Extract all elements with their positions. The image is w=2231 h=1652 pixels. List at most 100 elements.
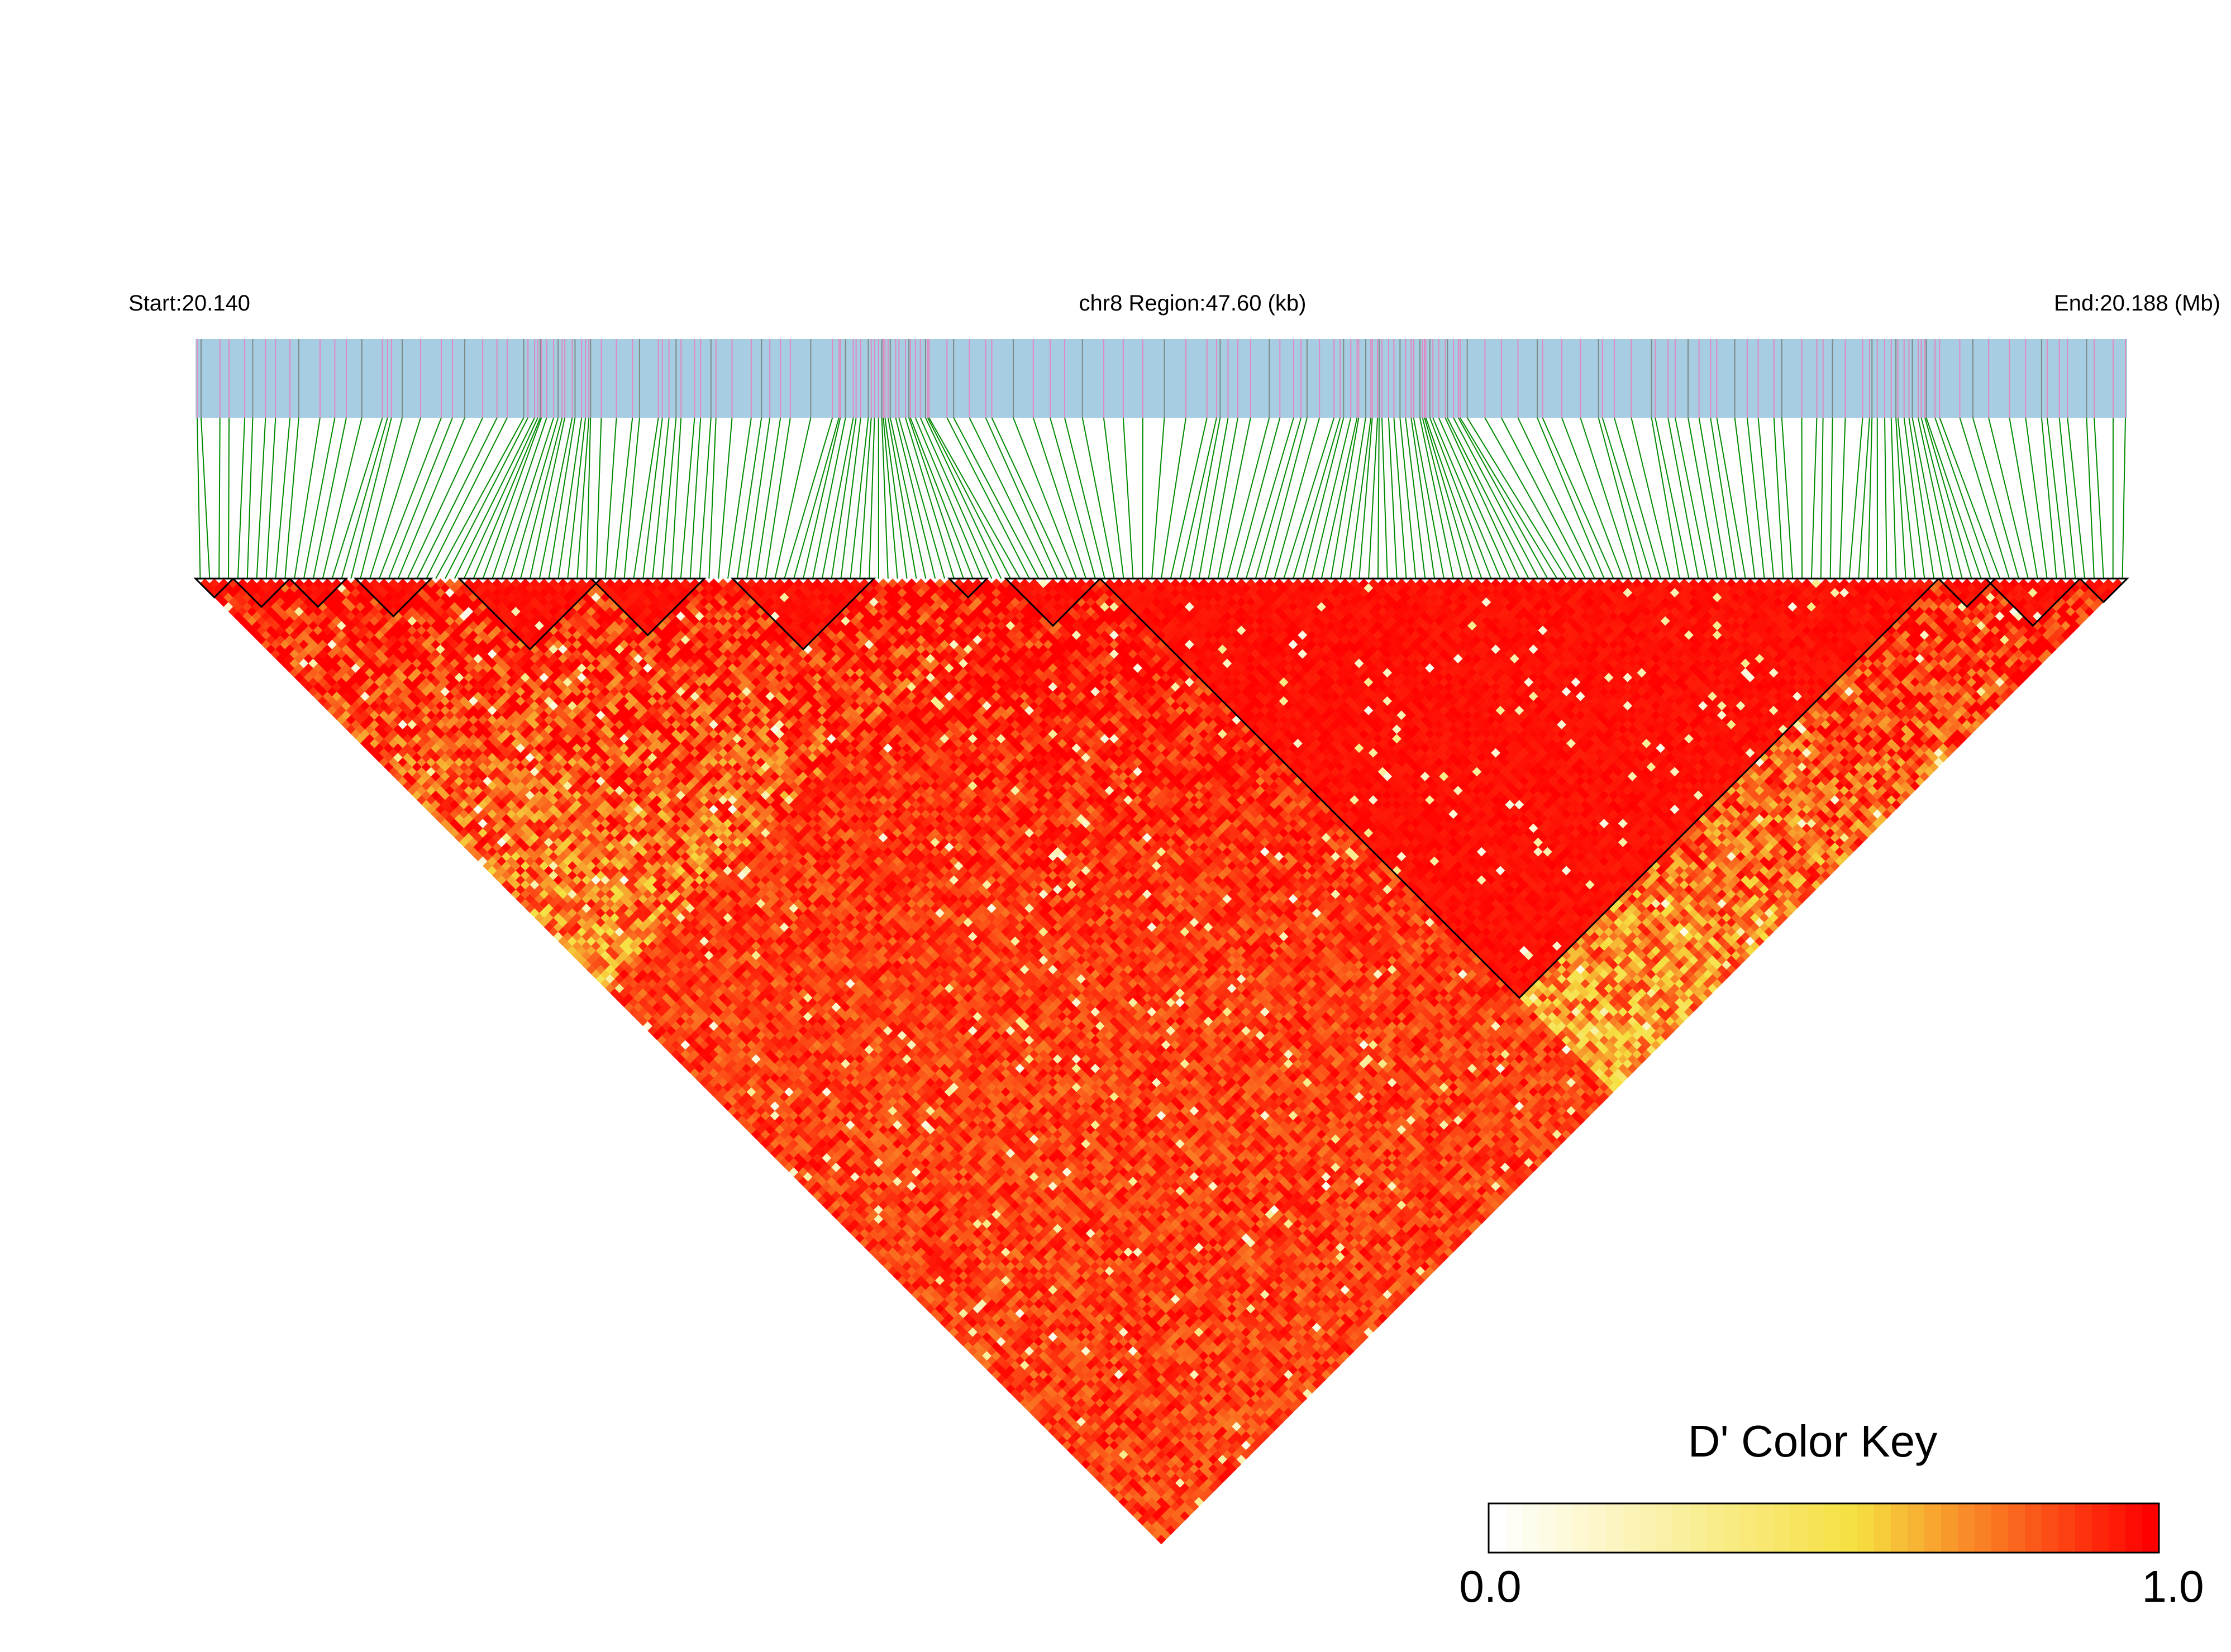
snp-connector-line — [1960, 418, 2010, 579]
snp-connector-line — [1885, 418, 1887, 579]
snp-connector-line — [775, 418, 811, 579]
snp-connector-line — [445, 418, 528, 579]
snp-connector-line — [257, 418, 266, 579]
snp-connector-line — [1152, 418, 1164, 579]
snp-connector-line — [1378, 418, 1379, 579]
snp-connector-line — [1237, 418, 1280, 579]
snp-connector-line — [285, 418, 299, 579]
snp-connector-line — [1123, 418, 1133, 579]
snp-connector-line — [929, 418, 1020, 579]
snp-connector-line — [1104, 418, 1124, 579]
snp-connector-line — [1426, 418, 1482, 579]
snp-connector-line — [2094, 418, 2104, 579]
snp-connector-line — [436, 418, 523, 579]
snp-connector-line — [1013, 418, 1076, 579]
snp-connector-line — [909, 418, 964, 579]
snp-connector-line — [1580, 418, 1632, 579]
snp-connector-line — [718, 418, 732, 579]
snp-connector-line — [766, 418, 790, 579]
snp-connector-line — [1161, 418, 1186, 579]
snp-connector-line — [1171, 418, 1207, 579]
snp-connector-line — [502, 418, 554, 579]
snp-connector-line — [1256, 418, 1301, 579]
region-start-label: Start:20.140 — [128, 291, 250, 316]
snp-connector-line — [1774, 418, 1784, 579]
snp-connector-line — [888, 418, 917, 579]
snp-connector-line — [899, 418, 945, 579]
snp-connector-line — [408, 418, 483, 579]
snp-connector-line — [709, 418, 716, 579]
snp-connector-line — [615, 418, 633, 579]
snp-connector-line — [1652, 418, 1680, 579]
snp-connector-line — [1747, 418, 1765, 579]
snp-connector-line — [2009, 418, 2037, 579]
snp-connector-line — [201, 418, 209, 579]
snp-connector-line — [928, 418, 1010, 579]
snp-connector-line — [1033, 418, 1086, 579]
snp-connector-line — [1599, 418, 1642, 579]
snp-connector-line — [1199, 418, 1228, 579]
snp-connector-line — [2047, 418, 2066, 579]
snp-connector-line — [1868, 418, 1872, 579]
snp-connector-line — [323, 418, 362, 579]
region-end-label: End:20.188 (Mb) — [2054, 291, 2220, 316]
snp-connector-line — [1973, 418, 2019, 579]
snp-connector-line — [1190, 418, 1221, 579]
snp-connector-line — [238, 418, 245, 579]
snp-connector-line — [483, 418, 541, 579]
snp-connector-line — [266, 418, 276, 579]
snp-connector-line — [991, 418, 1067, 579]
snp-connector-line — [671, 418, 681, 579]
snp-connector-line — [1927, 418, 1981, 579]
snp-connector-line — [474, 418, 541, 579]
snp-connector-line — [1710, 418, 1736, 579]
snp-connector-line — [1518, 418, 1594, 579]
snp-connector-line — [294, 418, 320, 579]
snp-connector-line — [1050, 418, 1095, 579]
track-background — [196, 339, 2127, 418]
snp-connector-line — [690, 418, 701, 579]
snp-connector-line — [1758, 418, 1774, 579]
snp-connector-line — [1458, 418, 1548, 579]
snp-connector-line — [728, 418, 751, 579]
region-title: chr8 Region:47.60 (kb) — [1079, 291, 1307, 316]
snp-connector-line — [916, 418, 983, 579]
snp-connector-line — [2060, 418, 2076, 579]
snp-connector-lines — [197, 418, 2125, 579]
snp-connector-line — [2086, 418, 2094, 579]
snp-connector-line — [275, 418, 290, 579]
snp-connector-line — [1812, 418, 1817, 579]
snp-connector-line — [197, 418, 200, 579]
snp-position-track — [196, 339, 2127, 418]
snp-connector-line — [1405, 418, 1425, 579]
snp-connector-line — [228, 418, 229, 579]
snp-connector-line — [1485, 418, 1576, 579]
snp-connector-line — [1821, 418, 1823, 579]
snp-connector-line — [1989, 418, 2028, 579]
snp-connector-line — [756, 418, 781, 579]
snp-connector-line — [1501, 418, 1585, 579]
snp-connector-line — [1735, 418, 1755, 579]
snp-connector-line — [681, 418, 695, 579]
snp-connector-line — [1411, 418, 1434, 579]
snp-connector-line — [1180, 418, 1217, 579]
snp-connector-line — [947, 418, 1029, 579]
snp-connector-line — [1782, 418, 1793, 579]
snp-connector-line — [1274, 418, 1319, 579]
snp-connector-line — [1717, 418, 1745, 579]
snp-connector-line — [822, 418, 854, 579]
snp-connector-line — [370, 418, 421, 579]
snp-connector-line — [1603, 418, 1651, 579]
snp-connector-line — [1382, 418, 1388, 579]
snp-connector-line — [1935, 418, 1990, 579]
snp-connector-line — [2123, 418, 2125, 579]
snp-connector-line — [341, 418, 387, 579]
snp-connector-line — [1542, 418, 1613, 579]
snp-connector-line — [794, 418, 839, 579]
snp-connector-line — [1400, 418, 1415, 579]
snp-connector-line — [389, 418, 452, 579]
snp-connector-line — [1142, 418, 1143, 579]
snp-connector-line — [417, 418, 497, 579]
